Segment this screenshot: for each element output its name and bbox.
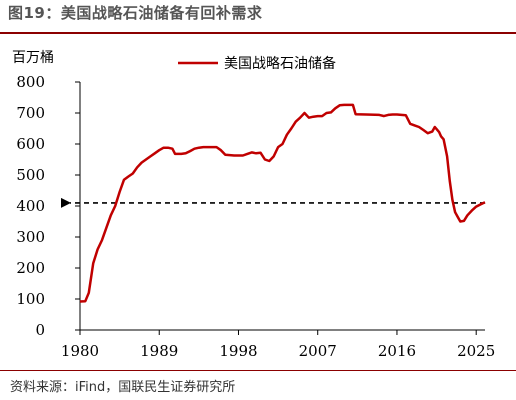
y-tick-label: 500 — [16, 166, 45, 184]
x-tick-label: 2016 — [378, 342, 416, 360]
y-tick-label: 400 — [16, 197, 45, 215]
series-line-spr — [79, 103, 486, 303]
x-axis-ticks: 1980 1989 1998 2007 2016 2025 — [61, 330, 495, 360]
legend-label: 美国战略石油储备 — [224, 55, 336, 72]
source-note: 资料来源：iFind，国联民生证券研究所 — [10, 380, 236, 395]
y-tick-label: 300 — [16, 228, 45, 246]
y-axis-ticks: 0 100 200 300 400 500 600 700 800 — [16, 73, 80, 339]
y-tick-label: 700 — [16, 104, 45, 122]
y-tick-label: 800 — [16, 73, 45, 91]
axes — [79, 82, 485, 331]
source-rule — [0, 370, 516, 371]
y-tick-label: 100 — [16, 290, 45, 308]
x-tick-label: 2025 — [457, 342, 495, 360]
y-tick-label: 0 — [35, 321, 45, 339]
x-tick-label: 1980 — [61, 342, 99, 360]
y-tick-label: 200 — [16, 259, 45, 277]
figure-title: 图19：美国战略石油储备有回补需求 — [8, 4, 263, 22]
title-rule — [0, 32, 516, 34]
y-tick-label: 600 — [16, 135, 45, 153]
x-tick-label: 1989 — [140, 342, 178, 360]
y-unit-label: 百万桶 — [12, 50, 54, 66]
x-tick-label: 1998 — [219, 342, 257, 360]
x-tick-label: 2007 — [299, 342, 337, 360]
legend: 美国战略石油储备 — [178, 55, 336, 72]
